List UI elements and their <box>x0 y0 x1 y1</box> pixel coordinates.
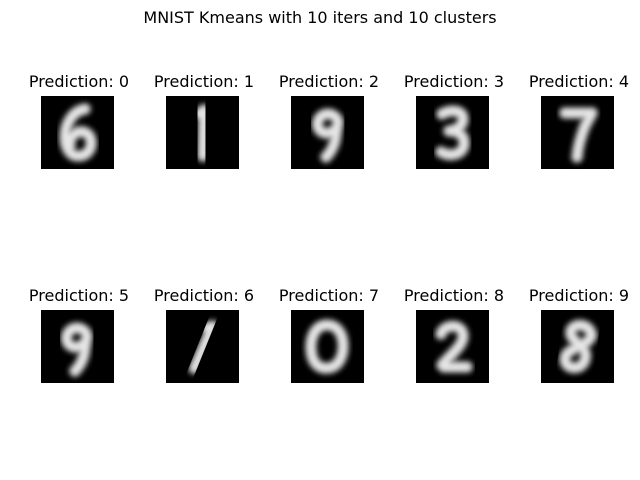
centroid-image <box>166 310 239 383</box>
centroid-image <box>291 96 364 169</box>
digit-stroke <box>190 322 217 372</box>
cluster-panel-2: Prediction: 2 <box>259 73 399 173</box>
digit-stroke <box>195 106 208 160</box>
panel-title: Prediction: 5 <box>28 286 130 305</box>
panel-title: Prediction: 0 <box>28 72 130 91</box>
centroid-digit-1 <box>166 310 239 383</box>
centroid-image <box>291 310 364 383</box>
panel-title: Prediction: 1 <box>153 72 255 91</box>
panel-title: Prediction: 2 <box>278 72 380 91</box>
centroid-digit-9 <box>41 310 114 383</box>
centroid-digit-3 <box>416 96 489 169</box>
cluster-panel-3: Prediction: 3 <box>384 73 524 173</box>
digit-stroke <box>63 324 91 375</box>
centroid-digit-8 <box>541 310 614 383</box>
cluster-panel-6: Prediction: 6 <box>134 287 274 387</box>
cluster-panel-9: Prediction: 9 <box>509 287 640 387</box>
digit-stroke <box>437 107 468 159</box>
cluster-panel-7: Prediction: 7 <box>259 287 399 387</box>
cluster-panel-4: Prediction: 4 <box>509 73 640 173</box>
centroid-digit-6 <box>41 96 114 169</box>
centroid-digit-7 <box>541 96 614 169</box>
centroid-image <box>416 96 489 169</box>
digit-stroke <box>314 110 342 161</box>
centroid-digit-9 <box>291 96 364 169</box>
figure-title: MNIST Kmeans with 10 iters and 10 cluste… <box>143 8 497 27</box>
digit-stroke <box>437 322 471 371</box>
panel-title: Prediction: 7 <box>278 286 380 305</box>
panel-title: Prediction: 6 <box>153 286 255 305</box>
cluster-panel-5: Prediction: 5 <box>9 287 149 387</box>
cluster-panel-1: Prediction: 1 <box>134 73 274 173</box>
panel-title: Prediction: 9 <box>528 286 630 305</box>
panel-title: Prediction: 8 <box>403 286 505 305</box>
centroid-digit-2 <box>416 310 489 383</box>
digit-stroke <box>561 321 595 372</box>
digit-stroke <box>307 321 347 372</box>
digit-stroke <box>61 105 95 160</box>
centroid-image <box>166 96 239 169</box>
centroid-image <box>541 96 614 169</box>
panel-title: Prediction: 4 <box>528 72 630 91</box>
centroid-digit-1 <box>166 96 239 169</box>
digit-stroke <box>561 109 596 161</box>
panel-title: Prediction: 3 <box>403 72 505 91</box>
cluster-panel-0: Prediction: 0 <box>9 73 149 173</box>
cluster-panel-8: Prediction: 8 <box>384 287 524 387</box>
centroid-image <box>416 310 489 383</box>
centroid-digit-0 <box>291 310 364 383</box>
centroid-image <box>541 310 614 383</box>
centroid-image <box>41 310 114 383</box>
centroid-image <box>41 96 114 169</box>
